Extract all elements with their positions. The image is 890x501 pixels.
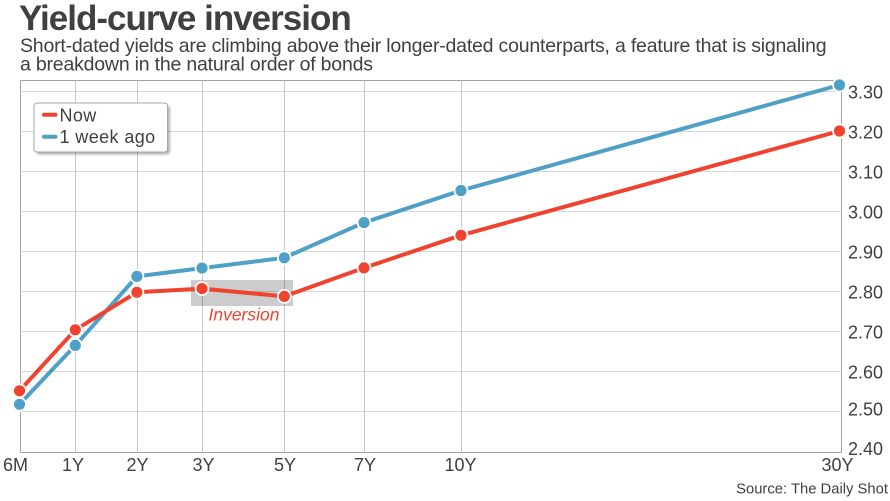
svg-text:5Y: 5Y bbox=[274, 455, 296, 475]
svg-text:1Y: 1Y bbox=[62, 455, 84, 475]
svg-text:3.00: 3.00 bbox=[848, 203, 883, 223]
svg-text:1 week ago: 1 week ago bbox=[60, 127, 156, 147]
svg-text:Yield-curve inversion: Yield-curve inversion bbox=[19, 0, 351, 38]
svg-text:2.70: 2.70 bbox=[848, 323, 883, 343]
svg-text:3.30: 3.30 bbox=[848, 83, 883, 103]
svg-text:2.60: 2.60 bbox=[848, 363, 883, 383]
svg-text:2Y: 2Y bbox=[126, 455, 148, 475]
svg-text:6M: 6M bbox=[3, 455, 28, 475]
svg-text:7Y: 7Y bbox=[354, 455, 376, 475]
svg-text:2.50: 2.50 bbox=[848, 400, 883, 420]
svg-text:3Y: 3Y bbox=[192, 455, 214, 475]
svg-text:Source: The Daily Shot: Source: The Daily Shot bbox=[736, 482, 888, 498]
svg-text:3.20: 3.20 bbox=[848, 123, 883, 143]
svg-text:2.40: 2.40 bbox=[848, 439, 883, 459]
svg-text:2.80: 2.80 bbox=[848, 283, 883, 303]
svg-text:30Y: 30Y bbox=[821, 455, 853, 475]
svg-text:Inversion: Inversion bbox=[208, 305, 279, 325]
svg-text:10Y: 10Y bbox=[444, 455, 476, 475]
svg-text:Now: Now bbox=[60, 105, 98, 125]
svg-text:3.10: 3.10 bbox=[848, 163, 883, 183]
svg-text:a breakdown in the natural ord: a breakdown in the natural order of bond… bbox=[20, 54, 373, 76]
svg-text:2.90: 2.90 bbox=[848, 243, 883, 263]
svg-text:Short-dated yields are climbin: Short-dated yields are climbing above th… bbox=[20, 35, 826, 57]
